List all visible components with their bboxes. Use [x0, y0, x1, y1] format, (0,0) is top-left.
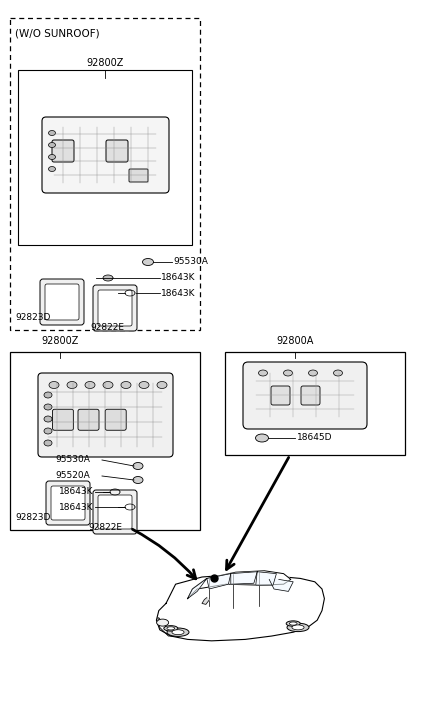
Text: 92823D: 92823D — [15, 513, 51, 523]
FancyBboxPatch shape — [243, 362, 367, 429]
Text: 92800Z: 92800Z — [86, 58, 124, 68]
Ellipse shape — [256, 434, 269, 442]
Ellipse shape — [287, 623, 309, 632]
Text: 18645D: 18645D — [297, 433, 333, 443]
Text: 18643K: 18643K — [161, 289, 195, 297]
Ellipse shape — [49, 382, 59, 388]
Polygon shape — [188, 571, 291, 598]
Ellipse shape — [48, 166, 56, 172]
FancyBboxPatch shape — [93, 285, 137, 331]
FancyBboxPatch shape — [51, 486, 85, 520]
Ellipse shape — [48, 142, 56, 148]
Text: 18643K: 18643K — [59, 502, 93, 512]
FancyBboxPatch shape — [301, 386, 320, 405]
Polygon shape — [256, 571, 277, 585]
FancyBboxPatch shape — [98, 290, 132, 326]
Bar — [10, 352, 200, 530]
Text: 18643K: 18643K — [161, 273, 195, 283]
Ellipse shape — [44, 392, 52, 398]
Polygon shape — [202, 598, 209, 604]
Ellipse shape — [44, 428, 52, 434]
Text: (W/O SUNROOF): (W/O SUNROOF) — [15, 28, 100, 38]
FancyBboxPatch shape — [38, 373, 173, 457]
Ellipse shape — [133, 476, 143, 483]
Ellipse shape — [44, 404, 52, 410]
Polygon shape — [125, 504, 135, 510]
FancyBboxPatch shape — [52, 140, 74, 162]
Ellipse shape — [292, 625, 304, 630]
Ellipse shape — [48, 131, 56, 135]
Polygon shape — [125, 290, 135, 296]
Bar — [18, 70, 192, 245]
FancyBboxPatch shape — [45, 284, 79, 320]
Ellipse shape — [164, 626, 178, 631]
Text: 92822E: 92822E — [90, 324, 124, 332]
FancyBboxPatch shape — [53, 409, 74, 430]
Ellipse shape — [283, 370, 293, 376]
Polygon shape — [188, 579, 207, 598]
FancyBboxPatch shape — [78, 409, 99, 430]
FancyBboxPatch shape — [42, 117, 169, 193]
Ellipse shape — [121, 382, 131, 388]
FancyBboxPatch shape — [93, 490, 137, 534]
FancyBboxPatch shape — [271, 386, 290, 405]
Ellipse shape — [48, 155, 56, 159]
Ellipse shape — [85, 382, 95, 388]
Ellipse shape — [133, 462, 143, 470]
Text: 92822E: 92822E — [88, 523, 122, 532]
Ellipse shape — [44, 440, 52, 446]
Text: 92800Z: 92800Z — [41, 336, 79, 346]
Ellipse shape — [309, 370, 317, 376]
FancyBboxPatch shape — [129, 169, 148, 182]
FancyBboxPatch shape — [46, 481, 90, 525]
Ellipse shape — [157, 619, 169, 626]
Text: 95520A: 95520A — [55, 472, 90, 481]
FancyBboxPatch shape — [105, 409, 126, 430]
Ellipse shape — [167, 628, 189, 636]
Polygon shape — [110, 489, 120, 495]
Ellipse shape — [167, 627, 175, 630]
Polygon shape — [103, 275, 113, 281]
Ellipse shape — [286, 621, 300, 626]
Ellipse shape — [139, 382, 149, 388]
Ellipse shape — [333, 370, 343, 376]
Ellipse shape — [157, 382, 167, 388]
Polygon shape — [269, 579, 293, 591]
Text: 95530A: 95530A — [173, 257, 208, 267]
FancyBboxPatch shape — [40, 279, 84, 325]
Ellipse shape — [67, 382, 77, 388]
Ellipse shape — [142, 259, 154, 265]
Ellipse shape — [103, 382, 113, 388]
Ellipse shape — [172, 630, 184, 635]
Polygon shape — [156, 574, 325, 640]
Bar — [225, 352, 405, 455]
Text: 92823D: 92823D — [15, 313, 51, 323]
Ellipse shape — [289, 622, 297, 625]
Ellipse shape — [44, 416, 52, 422]
Text: 92800A: 92800A — [276, 336, 314, 346]
Ellipse shape — [258, 370, 267, 376]
FancyBboxPatch shape — [106, 140, 128, 162]
FancyBboxPatch shape — [98, 495, 132, 529]
Polygon shape — [207, 574, 231, 589]
Text: 95530A: 95530A — [55, 456, 90, 465]
Text: 18643K: 18643K — [59, 488, 93, 497]
Bar — [10, 18, 200, 330]
Polygon shape — [231, 571, 257, 585]
